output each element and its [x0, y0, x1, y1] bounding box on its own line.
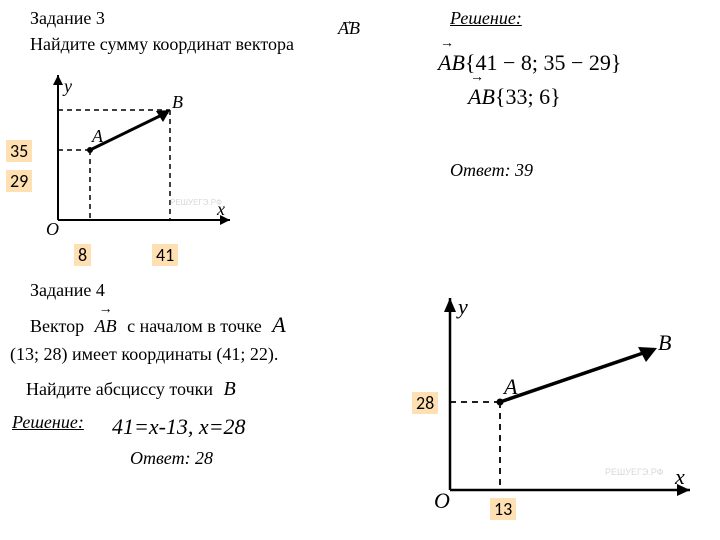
svg-text:A: A — [91, 126, 104, 146]
task4-graph: y x O A B РЕШУЕГЭ.РФ — [400, 290, 700, 520]
task3-sol-line1: AB{41 − 8; 35 − 29} — [438, 50, 621, 76]
svg-text:y: y — [62, 76, 72, 96]
task4-y28: 28 — [412, 392, 438, 414]
task4-solution-label: Решение: — [12, 412, 84, 433]
task3-graph: y x O A B РЕШУЕГЭ.РФ — [20, 70, 240, 240]
svg-text:O: O — [434, 488, 450, 513]
svg-text:B: B — [658, 330, 671, 355]
task4-line2: (13; 28) имеет координаты (41; 22). — [10, 344, 278, 365]
task3-x41: 41 — [152, 244, 178, 266]
task4-x13: 13 — [490, 498, 516, 520]
task3-title: Задание 3 — [30, 8, 105, 29]
task4-sol-expr: 41=x-13, x=28 — [112, 414, 246, 440]
task4-answer: Ответ: 28 — [130, 448, 213, 469]
task4-title: Задание 4 — [30, 280, 105, 301]
task3-sol-line2: AB{33; 6} — [468, 84, 561, 110]
task4-line3: Найдите абсциссу точки B — [26, 378, 236, 401]
svg-text:O: O — [46, 219, 59, 239]
task3-vec: → AB — [338, 18, 360, 39]
svg-text:x: x — [674, 464, 685, 489]
svg-text:A: A — [502, 374, 518, 399]
task4-line1: Вектор → AB с началом в точке A — [30, 312, 286, 338]
task3-prompt: Найдите сумму координат вектора — [30, 34, 294, 55]
task3-solution-label: Решение: — [450, 8, 522, 29]
task3-x8: 8 — [74, 244, 91, 266]
svg-text:B: B — [172, 92, 183, 112]
task3-y35: 35 — [6, 140, 32, 162]
task3-answer: Ответ: 39 — [450, 160, 533, 181]
svg-text:РЕШУЕГЭ.РФ: РЕШУЕГЭ.РФ — [170, 198, 222, 207]
svg-text:y: y — [456, 294, 468, 319]
task3-y29: 29 — [6, 170, 32, 192]
svg-text:РЕШУЕГЭ.РФ: РЕШУЕГЭ.РФ — [605, 467, 664, 477]
